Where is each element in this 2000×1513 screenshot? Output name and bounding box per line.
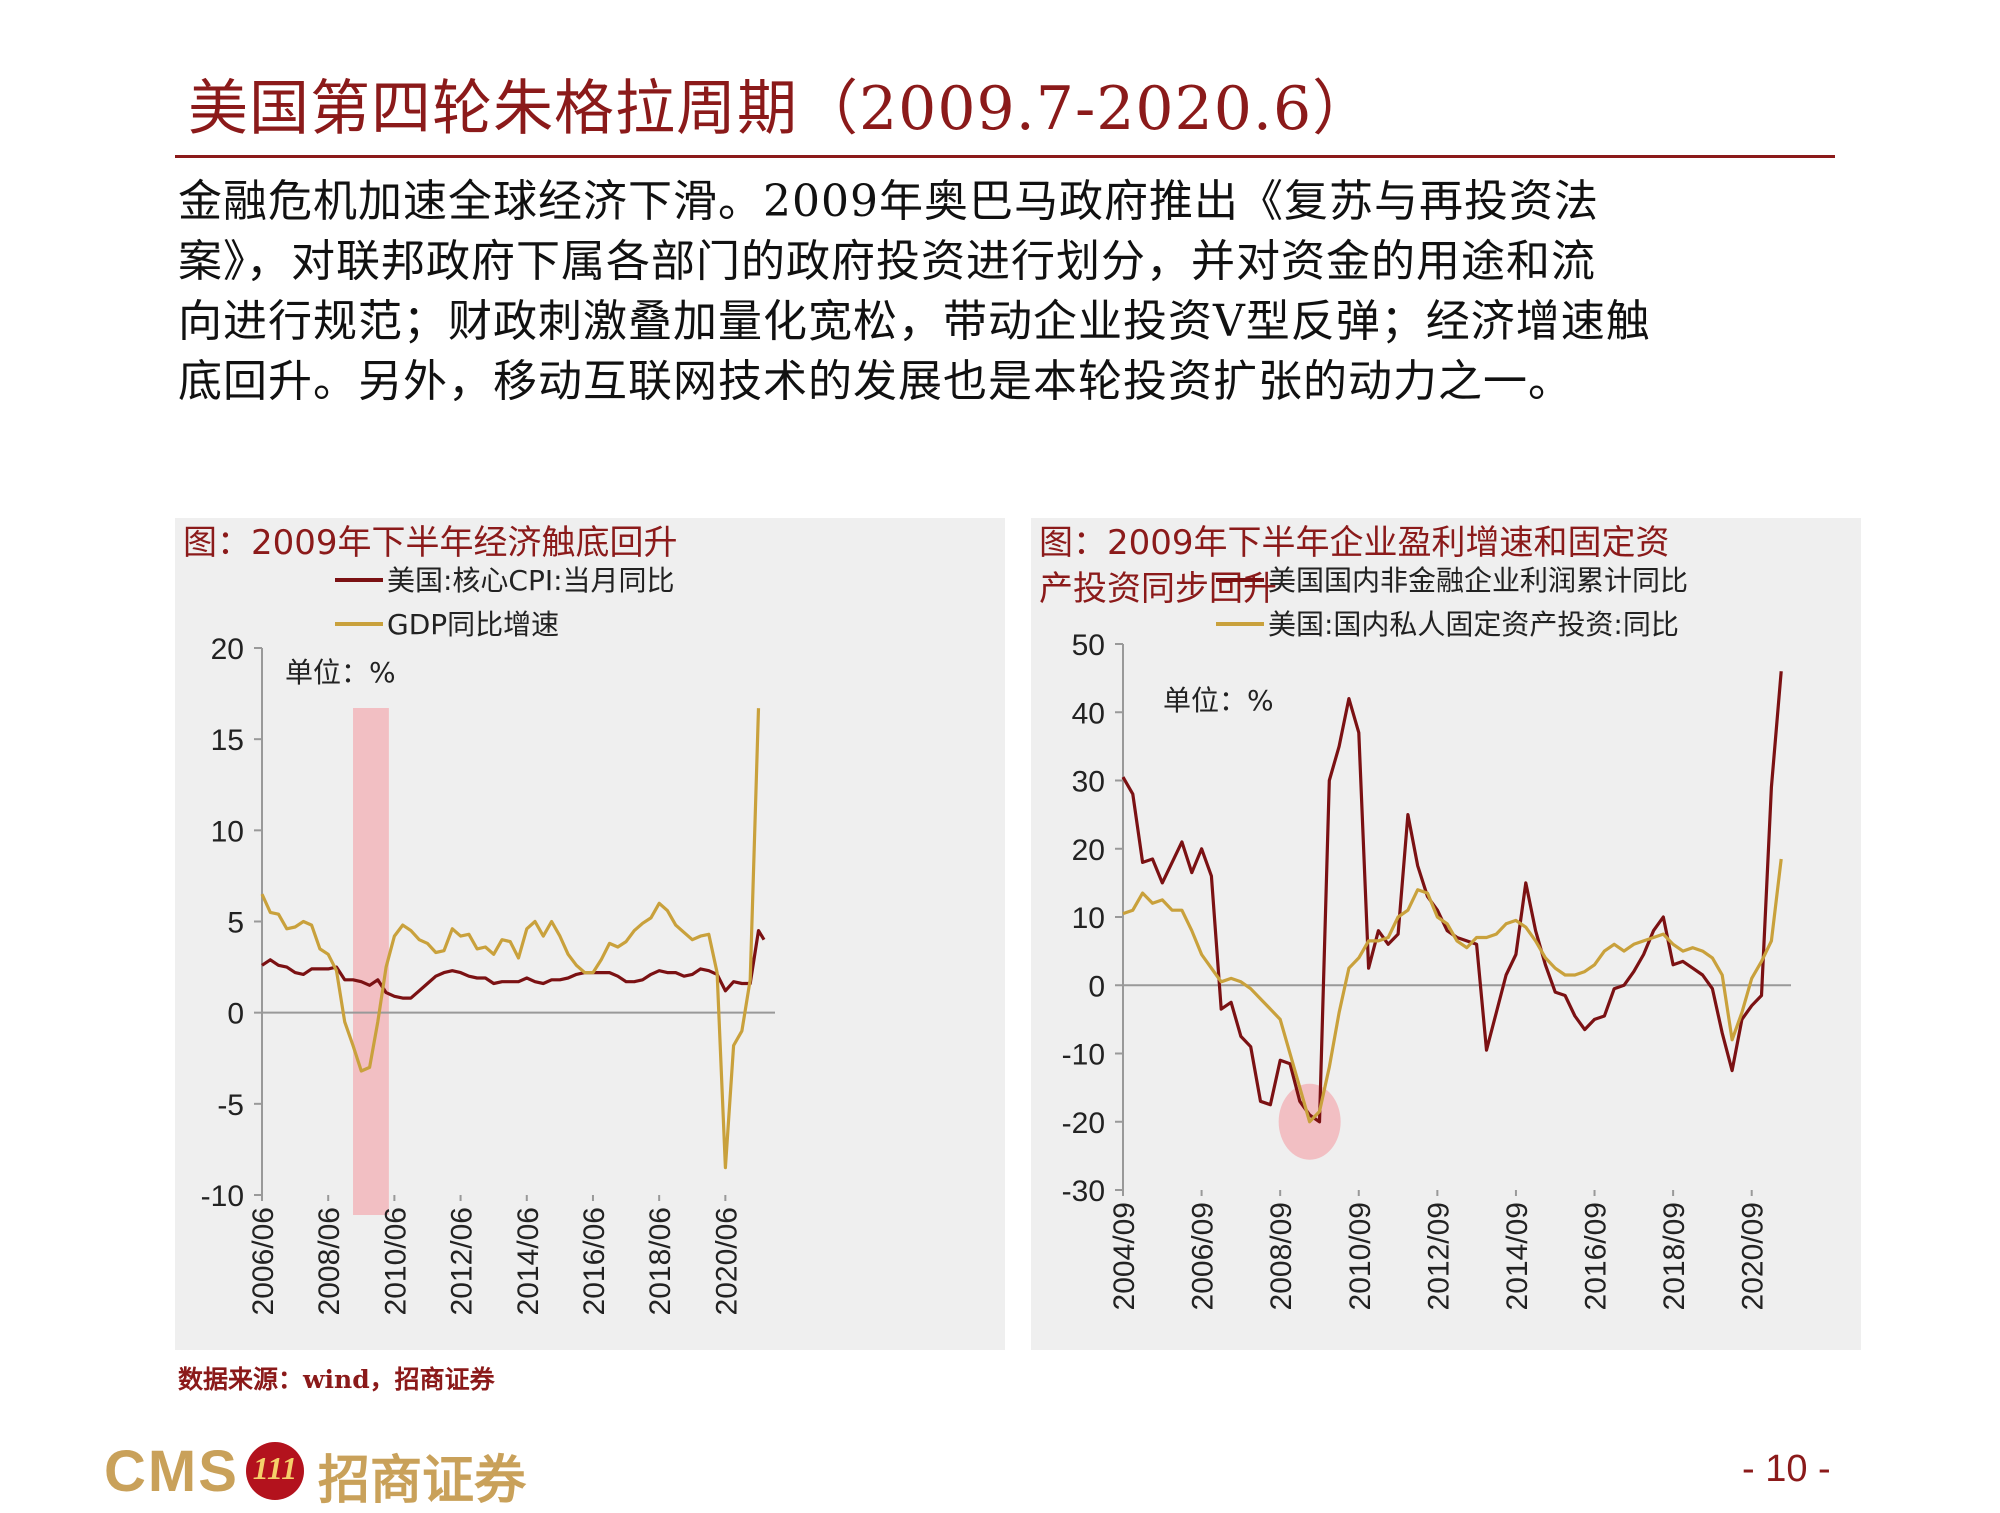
highlight-band — [353, 708, 389, 1215]
legend-label-1: 美国国内非金融企业利润累计同比 — [1268, 564, 1688, 597]
x-tick-label: 2012/06 — [446, 1207, 479, 1315]
y-tick-label: 20 — [1072, 834, 1105, 867]
chart-title-line2: 产投资同步回升 — [1039, 569, 1277, 609]
series-line-2 — [1122, 858, 1783, 1124]
x-tick-label: 2018/06 — [644, 1207, 677, 1315]
y-tick-label: -10 — [1062, 1039, 1105, 1072]
cms-logo-text: CMS — [104, 1439, 239, 1504]
cms-logo-icon: 111 — [246, 1442, 304, 1500]
y-tick-label: -20 — [1062, 1107, 1105, 1140]
x-tick-label: 2018/09 — [1658, 1202, 1691, 1310]
x-tick-label: 2012/09 — [1422, 1202, 1455, 1310]
body-line: 底回升。另外，移动互联网技术的发展也是本轮投资扩张的动力之一。 — [178, 356, 1573, 407]
body-line: 金融危机加速全球经济下滑。2009年奥巴马政府推出《复苏与再投资法 — [178, 176, 1599, 227]
x-tick-label: 2004/09 — [1108, 1202, 1141, 1310]
x-tick-label: 2020/09 — [1737, 1202, 1770, 1310]
y-tick-label: -5 — [217, 1089, 244, 1122]
x-tick-label: 2010/06 — [379, 1207, 412, 1315]
title-divider — [175, 155, 1835, 158]
x-tick-label: 2014/06 — [512, 1207, 545, 1315]
y-tick-label: 15 — [211, 724, 244, 757]
y-tick-label: 5 — [227, 907, 244, 940]
data-source: 数据来源：wind，招商证券 — [178, 1365, 495, 1394]
x-tick-label: 2016/06 — [578, 1207, 611, 1315]
y-tick-label: 40 — [1072, 697, 1105, 730]
y-tick-label: 20 — [211, 633, 244, 666]
legend-label-2: GDP同比增速 — [387, 608, 559, 641]
page-number: - 10 - — [1742, 1448, 1831, 1490]
y-tick-label: 30 — [1072, 766, 1105, 799]
y-tick-label: 0 — [1088, 970, 1105, 1003]
series-line-2 — [260, 708, 761, 1170]
x-tick-label: 2006/09 — [1187, 1202, 1220, 1310]
y-tick-label: -10 — [201, 1180, 244, 1213]
x-tick-label: 2020/06 — [710, 1207, 743, 1315]
series-line-1 — [261, 929, 766, 1000]
y-tick-label: 10 — [211, 815, 244, 848]
x-tick-label: 2010/09 — [1344, 1202, 1377, 1310]
legend-label-2: 美国:国内私人固定资产投资:同比 — [1268, 608, 1679, 641]
unit-note: 单位：% — [1163, 684, 1274, 717]
body-text: 金融危机加速全球经济下滑。2009年奥巴马政府推出《复苏与再投资法 案》，对联邦… — [178, 172, 1838, 412]
unit-note: 单位：% — [285, 656, 396, 689]
chart-title: 图：2009年下半年经济触底回升 — [183, 523, 678, 563]
y-tick-label: 0 — [227, 998, 244, 1031]
body-line: 案》，对联邦政府下属各部门的政府投资进行划分，并对资金的用途和流 — [178, 236, 1596, 287]
y-tick-label: -30 — [1062, 1175, 1105, 1208]
legend-label-1: 美国:核心CPI:当月同比 — [387, 564, 675, 597]
chart-panel-right: 图：2009年下半年企业盈利增速和固定资 产投资同步回升 50 40 30 20 10 0 -1… — [1031, 518, 1861, 1350]
x-tick-label: 2014/09 — [1501, 1202, 1534, 1310]
slide-title: 美国第四轮朱格拉周期（2009.7-2020.6） — [188, 74, 1374, 144]
chart-title: 图：2009年下半年企业盈利增速和固定资 — [1039, 523, 1670, 563]
y-tick-label: 10 — [1072, 902, 1105, 935]
x-tick-label: 2016/09 — [1580, 1202, 1613, 1310]
x-tick-label: 2006/06 — [247, 1207, 280, 1315]
x-tick-label: 2008/09 — [1265, 1202, 1298, 1310]
chart-panel-left: 图：2009年下半年经济触底回升 20 15 10 5 0 -5 -10 2006/06 2008… — [175, 518, 1005, 1350]
y-tick-label: 50 — [1072, 629, 1105, 662]
cms-logo-cn: 招商证券 — [318, 1450, 527, 1511]
x-tick-label: 2008/06 — [313, 1207, 346, 1315]
body-line: 向进行规范；财政刺激叠加量化宽松，带动企业投资V型反弹；经济增速触 — [178, 296, 1651, 347]
series-line-1 — [1121, 671, 1783, 1124]
logo-badge-text: 111 — [252, 1450, 298, 1486]
